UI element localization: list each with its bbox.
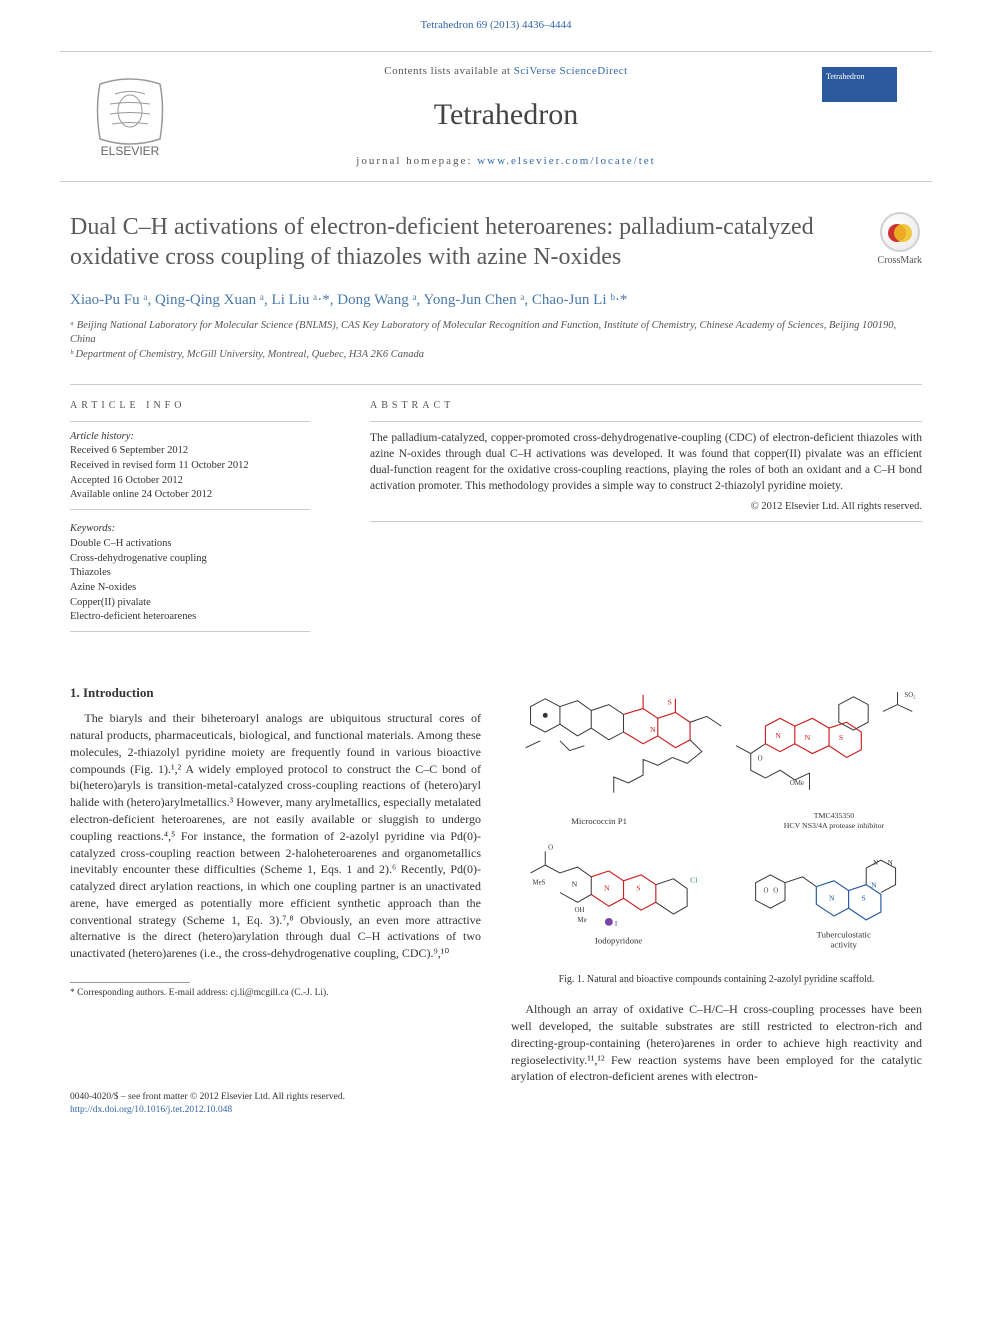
affiliations: ᵃ Beijing National Laboratory for Molecu… [70, 319, 922, 362]
history-received: Received 6 September 2012 [70, 445, 188, 456]
keyword: Cross-dehydrogenative coupling [70, 553, 207, 564]
section-heading: 1. Introduction [70, 684, 481, 702]
page-footer: 0040-4020/$ – see front matter © 2012 El… [0, 1085, 992, 1138]
svg-text:N: N [888, 860, 893, 867]
svg-text:N: N [604, 883, 610, 892]
corresponding-author-footnote: * Corresponding authors. E-mail address:… [70, 987, 481, 1000]
issn-line: 0040-4020/$ – see front matter © 2012 El… [70, 1091, 922, 1104]
journal-cover-thumbnail [822, 67, 897, 167]
right-column: N S Micrococcin P1 SO₂ [511, 684, 922, 1085]
svg-text:ELSEVIER: ELSEVIER [101, 144, 160, 158]
svg-text:N: N [775, 731, 781, 740]
keyword: Azine N-oxides [70, 582, 136, 593]
thin-rule [70, 631, 310, 632]
divider-rule [70, 384, 922, 385]
article-info-block: ARTICLE INFO Article history: Received 6… [70, 399, 310, 640]
figure-1-caption: Fig. 1. Natural and bioactive compounds … [511, 973, 922, 987]
thin-rule [70, 421, 310, 422]
keyword: Electro-deficient heteroarenes [70, 611, 196, 622]
intro-paragraph-1: The biaryls and their biheteroaryl analo… [70, 710, 481, 962]
svg-text:activity: activity [831, 939, 858, 949]
thin-rule [370, 521, 922, 522]
svg-text:N: N [650, 725, 656, 734]
crossmark-label: CrossMark [878, 255, 922, 266]
svg-text:S: S [861, 893, 865, 902]
svg-text:S: S [839, 733, 843, 742]
homepage-prefix: journal homepage: [356, 155, 477, 167]
journal-homepage: journal homepage: www.elsevier.com/locat… [210, 154, 802, 169]
thin-rule [370, 421, 922, 422]
svg-text:I: I [615, 919, 618, 928]
thin-rule [70, 509, 310, 510]
affiliation-a: ᵃ Beijing National Laboratory for Molecu… [70, 319, 922, 347]
elsevier-logo: ELSEVIER [80, 69, 190, 164]
abstract-text: The palladium-catalyzed, copper-promoted… [370, 430, 922, 494]
svg-text:N: N [829, 893, 835, 902]
svg-text:TMC435350: TMC435350 [814, 811, 854, 820]
sciencedirect-link[interactable]: SciVerse ScienceDirect [514, 65, 628, 77]
figure-1-svg: N S Micrococcin P1 SO₂ [511, 684, 922, 964]
article-info-heading: ARTICLE INFO [70, 399, 310, 413]
article-history: Article history: Received 6 September 20… [70, 430, 310, 503]
history-online: Available online 24 October 2012 [70, 489, 212, 500]
svg-text:N: N [871, 881, 877, 890]
history-revised: Received in revised form 11 October 2012 [70, 460, 249, 471]
homepage-link[interactable]: www.elsevier.com/locate/tet [477, 155, 656, 167]
doi-link[interactable]: http://dx.doi.org/10.1016/j.tet.2012.10.… [70, 1105, 232, 1115]
svg-text:Iodopyridone: Iodopyridone [595, 935, 642, 945]
abstract-copyright: © 2012 Elsevier Ltd. All rights reserved… [370, 500, 922, 515]
svg-text:O: O [763, 887, 768, 894]
history-label: Article history: [70, 431, 134, 442]
abstract-block: ABSTRACT The palladium-catalyzed, copper… [370, 399, 922, 640]
svg-text:O: O [758, 755, 763, 762]
svg-text:MeS: MeS [533, 880, 546, 887]
svg-text:N: N [873, 860, 878, 867]
keyword: Copper(II) pivalate [70, 597, 151, 608]
left-column: 1. Introduction The biaryls and their bi… [70, 684, 481, 1085]
intro-paragraph-2: Although an array of oxidative C–H/C–H c… [511, 1001, 922, 1085]
svg-text:OMe: OMe [790, 780, 804, 787]
contents-available: Contents lists available at SciVerse Sci… [210, 64, 802, 79]
svg-text:Me: Me [578, 917, 587, 924]
footnote-separator [70, 982, 190, 983]
journal-title: Tetrahedron [210, 94, 802, 136]
keywords-list: Double C–H activations Cross-dehydrogena… [70, 537, 310, 625]
affiliation-b: ᵇ Department of Chemistry, McGill Univer… [70, 348, 922, 362]
svg-text:O: O [548, 844, 553, 851]
svg-text:O: O [773, 887, 778, 894]
contents-prefix: Contents lists available at [384, 65, 513, 77]
abstract-heading: ABSTRACT [370, 399, 922, 413]
svg-text:N: N [805, 733, 811, 742]
svg-text:S: S [668, 698, 672, 707]
svg-text:Cl: Cl [690, 876, 698, 885]
svg-text:Micrococcin P1: Micrococcin P1 [571, 816, 627, 826]
svg-text:N: N [572, 880, 578, 889]
history-accepted: Accepted 16 October 2012 [70, 475, 183, 486]
svg-text:Tuberculostatic: Tuberculostatic [817, 929, 872, 939]
authors-line: Xiao-Pu Fu ᵃ, Qing-Qing Xuan ᵃ, Li Liu ᵃ… [70, 290, 922, 311]
figure-1: N S Micrococcin P1 SO₂ [511, 684, 922, 987]
masthead: ELSEVIER Contents lists available at Sci… [60, 51, 932, 182]
crossmark-badge[interactable]: CrossMark [878, 212, 922, 268]
svg-text:OH: OH [575, 907, 585, 914]
crossmark-icon [880, 212, 920, 252]
keyword: Double C–H activations [70, 538, 171, 549]
svg-text:SO₂: SO₂ [904, 692, 916, 699]
page-citation: Tetrahedron 69 (2013) 4436–4444 [0, 18, 992, 33]
article-title: Dual C–H activations of electron-deficie… [70, 212, 848, 272]
keywords-label: Keywords: [70, 522, 310, 537]
keyword: Thiazoles [70, 567, 111, 578]
svg-text:S: S [636, 883, 640, 892]
svg-text:HCV NS3/4A protease inhibitor: HCV NS3/4A protease inhibitor [784, 821, 885, 830]
